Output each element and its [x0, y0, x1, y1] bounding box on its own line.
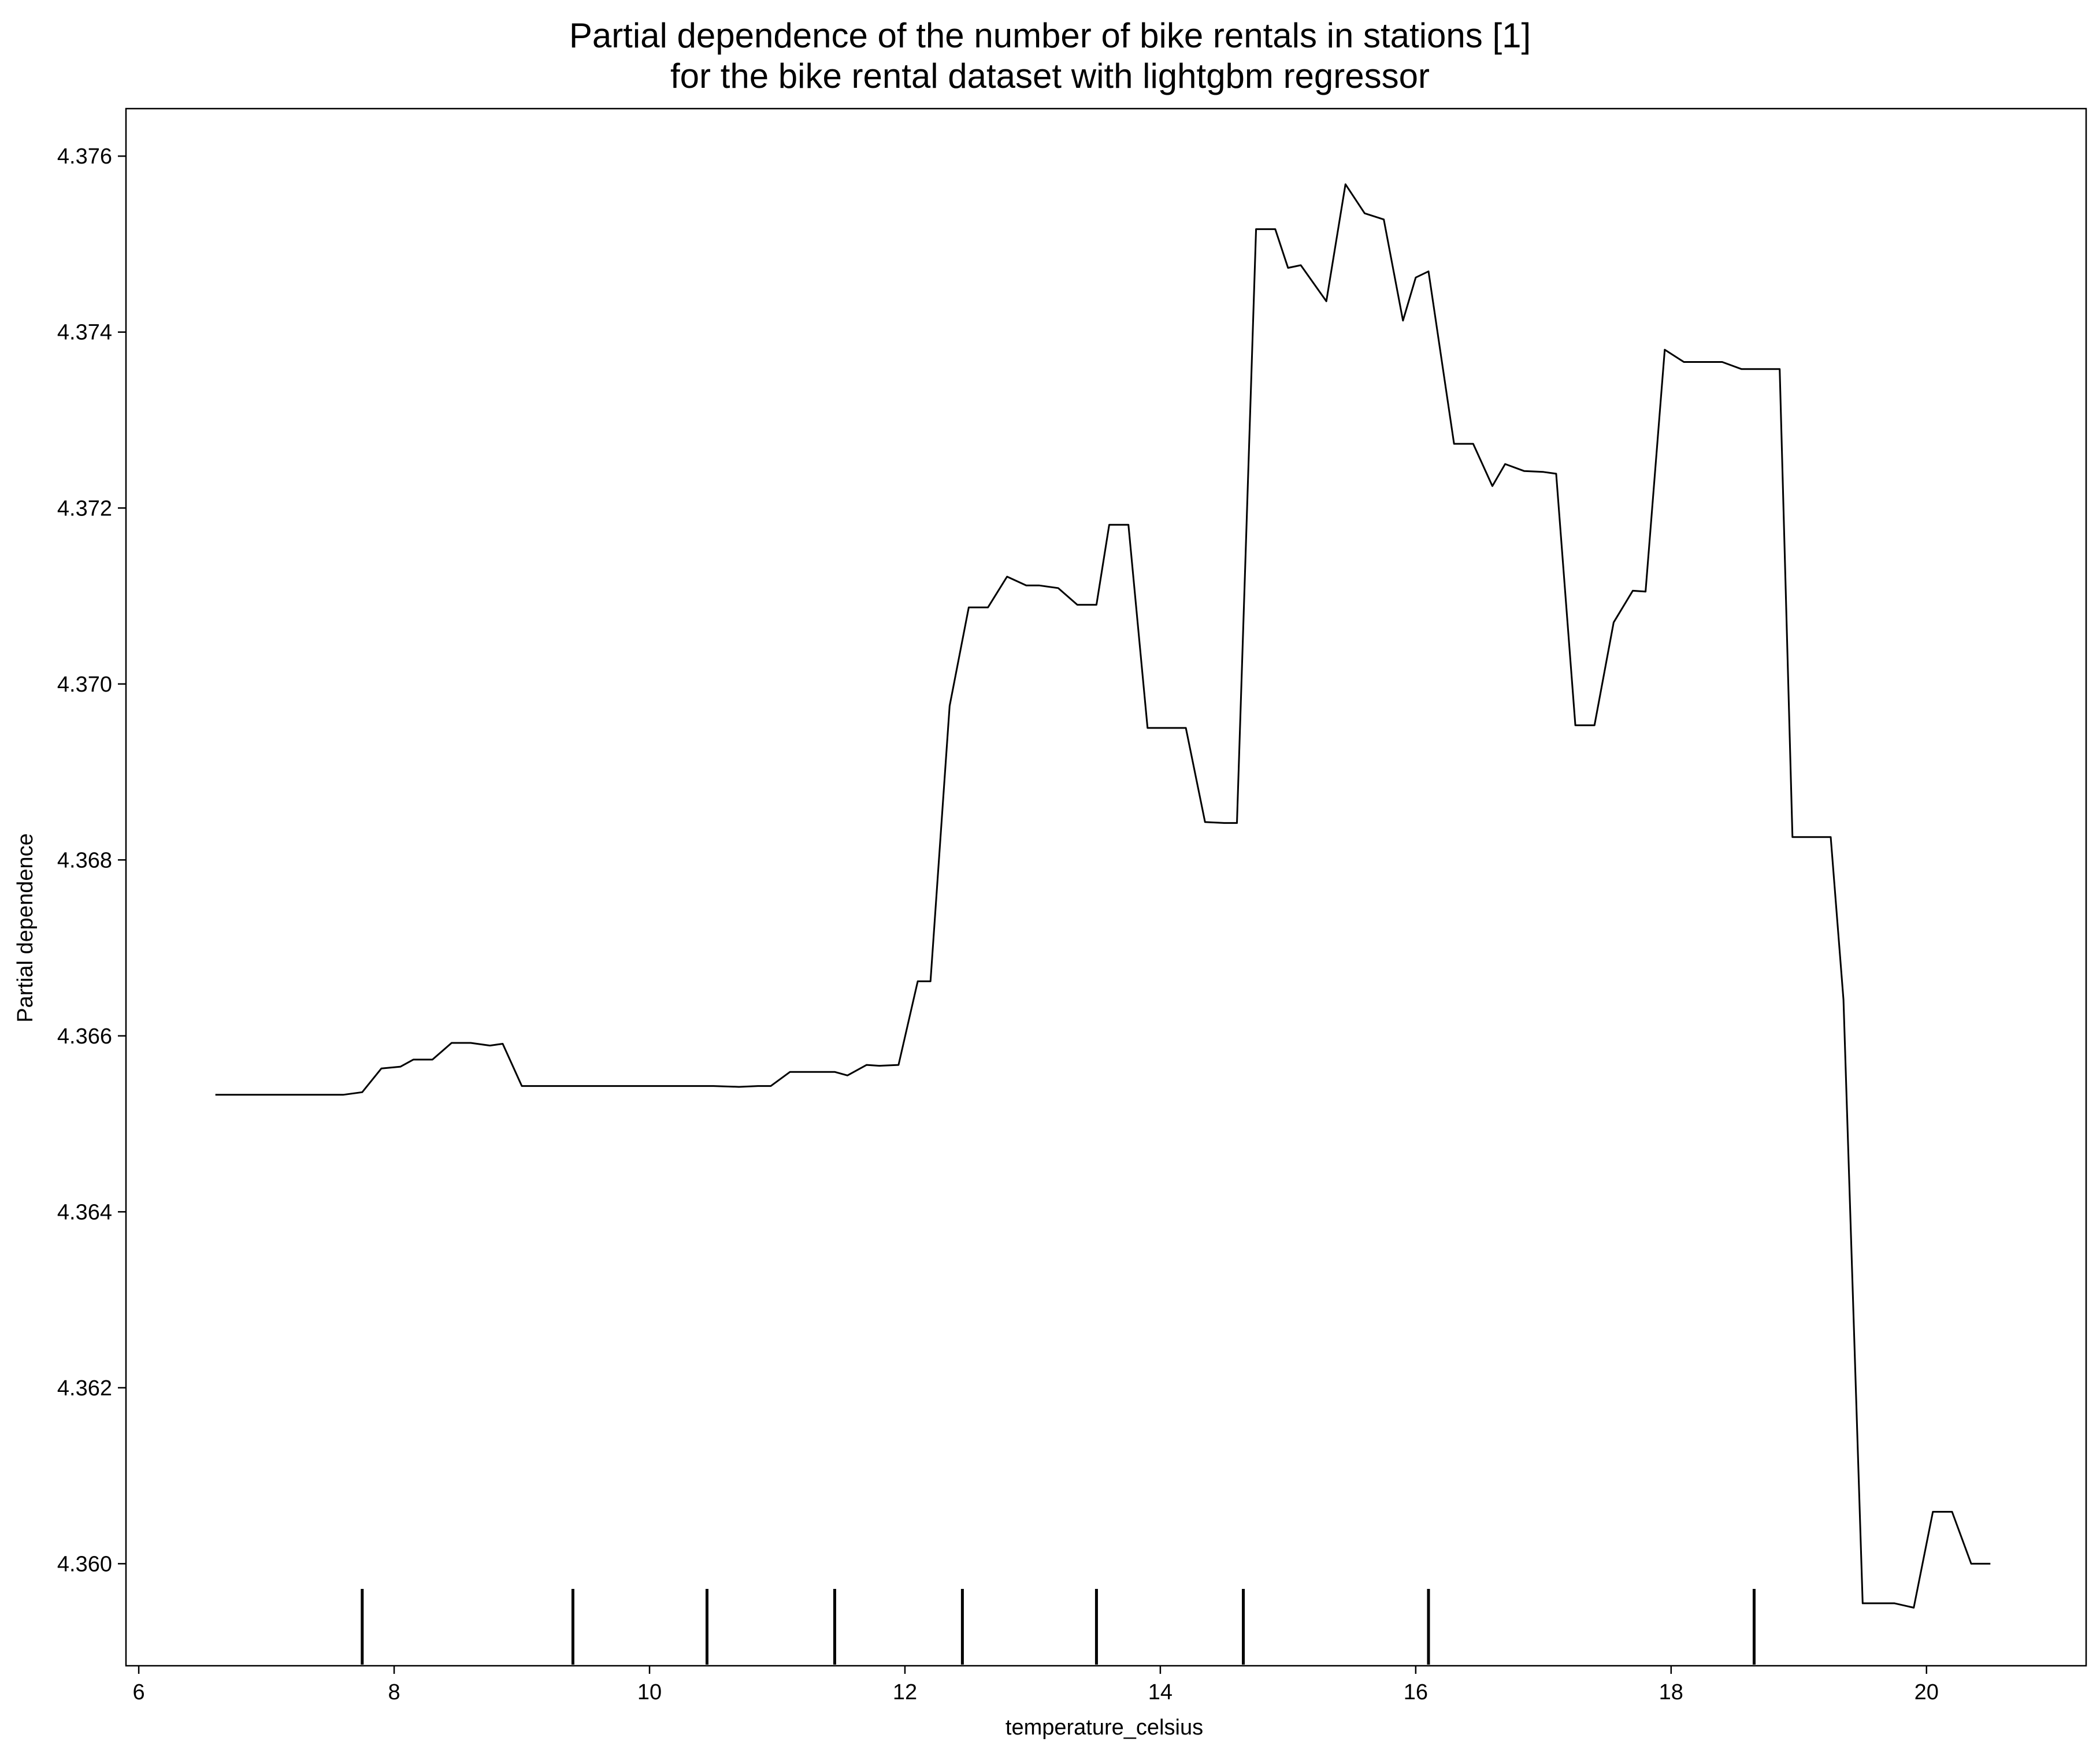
partial-dependence-line [215, 183, 1991, 1609]
chart-title-line-1: Partial dependence of the number of bike… [569, 16, 1531, 55]
x-tick-label: 6 [133, 1680, 145, 1704]
y-tick-label: 4.370 [57, 673, 112, 697]
chart-title-line-2: for the bike rental dataset with lightgb… [670, 57, 1430, 95]
y-tick-label: 4.364 [57, 1200, 112, 1224]
y-tick-label: 4.372 [57, 496, 112, 521]
plot-frame [125, 107, 2087, 1667]
y-tick-label: 4.362 [57, 1376, 112, 1401]
y-tick-label: 4.374 [57, 321, 112, 345]
y-tick-label: 4.376 [57, 144, 112, 169]
plot-area: 6 8 10 12 14 16 18 20 4.360 4.362 4.364 4.366 4.368 4… [57, 107, 2087, 1704]
x-tick-label: 10 [637, 1680, 662, 1704]
x-tick-label: 18 [1659, 1680, 1683, 1704]
y-tick-label: 4.366 [57, 1024, 112, 1049]
x-tick-label: 14 [1148, 1680, 1173, 1704]
x-tick-label: 8 [388, 1680, 400, 1704]
x-axis-label: temperature_celsius [1006, 1715, 1203, 1740]
y-tick-label: 4.368 [57, 848, 112, 872]
y-tick-label: 4.360 [57, 1552, 112, 1576]
x-tick-label: 12 [893, 1680, 917, 1704]
x-tick-label: 16 [1404, 1680, 1428, 1704]
x-tick-label: 20 [1915, 1680, 1939, 1704]
y-axis-label: Partial dependence [13, 833, 38, 1022]
